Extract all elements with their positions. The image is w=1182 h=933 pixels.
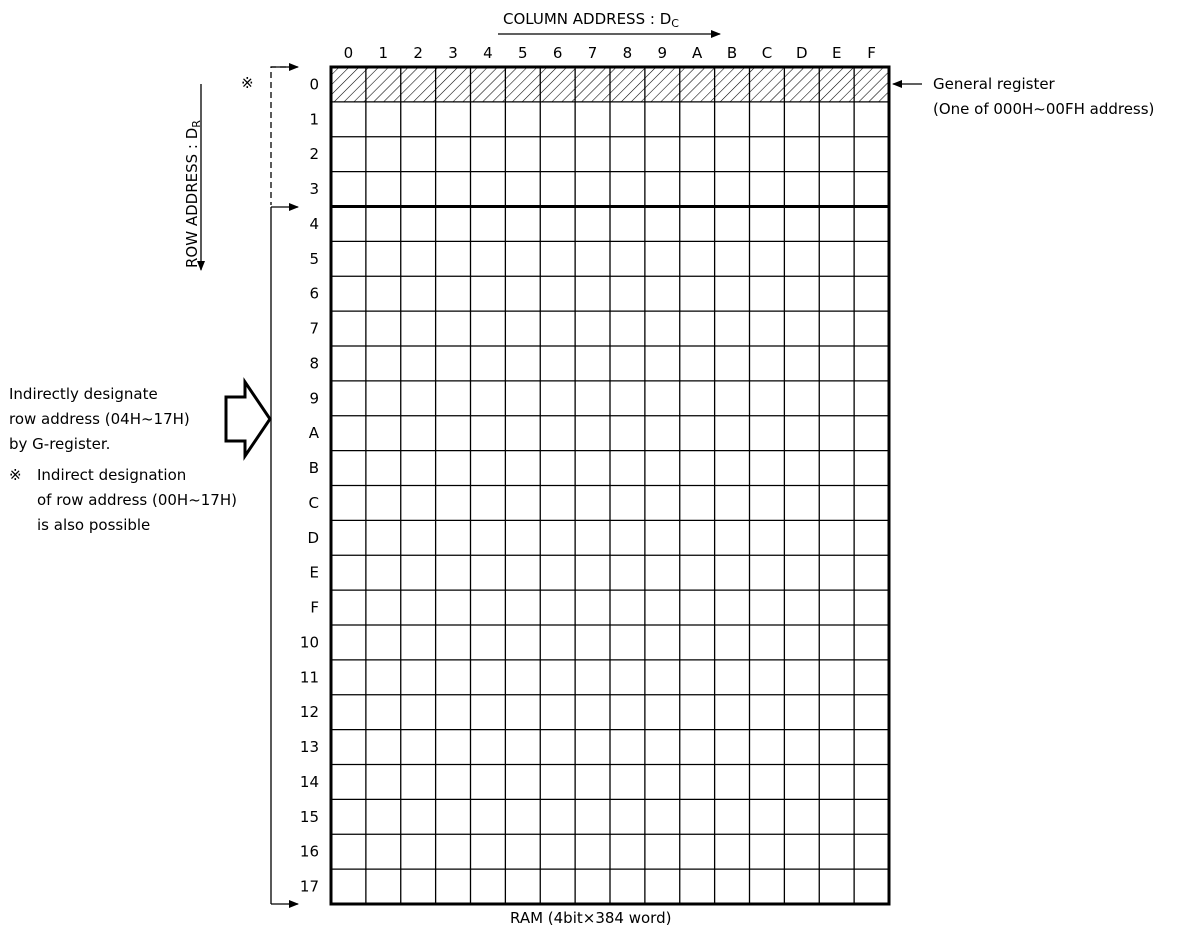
column-label: 5 bbox=[518, 44, 528, 62]
row-address-label: ROW ADDRESS : DR bbox=[183, 120, 203, 268]
row-label: 4 bbox=[309, 215, 319, 233]
row-label: B bbox=[309, 459, 319, 477]
indirect-note-marker: ※ bbox=[9, 466, 22, 484]
ram-grid bbox=[331, 67, 889, 904]
row-label: 8 bbox=[309, 354, 319, 372]
column-label: 8 bbox=[623, 44, 633, 62]
indirect-note-line2: row address (04H~17H) bbox=[9, 410, 190, 428]
column-label: D bbox=[796, 44, 808, 62]
row-label: 1 bbox=[309, 110, 319, 128]
column-label: 1 bbox=[379, 44, 389, 62]
row-label: 15 bbox=[300, 808, 319, 826]
row-label: 10 bbox=[300, 633, 319, 651]
rows-0-3-dashed-bracket bbox=[270, 66, 296, 205]
row-label: A bbox=[309, 424, 320, 442]
row-label: 16 bbox=[300, 843, 319, 861]
column-label: C bbox=[762, 44, 772, 62]
row-0-marker: ※ bbox=[241, 74, 254, 92]
general-register-title: General register bbox=[933, 75, 1055, 93]
row-label: F bbox=[310, 599, 319, 617]
row-label: 17 bbox=[300, 878, 319, 896]
row-label: 0 bbox=[309, 75, 319, 93]
column-label: 2 bbox=[413, 44, 423, 62]
ram-caption: RAM (4bit×384 word) bbox=[510, 909, 672, 927]
column-label: 3 bbox=[448, 44, 458, 62]
row-label: D bbox=[307, 529, 319, 547]
row-label: 7 bbox=[309, 320, 319, 338]
indirect-note-line4: Indirect designation bbox=[37, 466, 187, 484]
column-label: 4 bbox=[483, 44, 493, 62]
row-label: 5 bbox=[309, 250, 319, 268]
row-label: 9 bbox=[309, 389, 319, 407]
general-register-detail: (One of 000H~00FH address) bbox=[933, 100, 1155, 118]
indirect-note-line1: Indirectly designate bbox=[9, 385, 158, 403]
indirect-designation-arrow bbox=[224, 377, 272, 461]
indirect-note-line6: is also possible bbox=[37, 516, 151, 534]
row-label: 11 bbox=[300, 668, 319, 686]
row-label: 12 bbox=[300, 703, 319, 721]
row-label: 13 bbox=[300, 738, 319, 756]
indirect-note-line3: by G-register. bbox=[9, 435, 111, 453]
row-label: 3 bbox=[309, 180, 319, 198]
ram-outer-border bbox=[329, 65, 891, 906]
column-label: A bbox=[692, 44, 703, 62]
column-label: B bbox=[727, 44, 737, 62]
row-label: 14 bbox=[300, 773, 319, 791]
column-label: 6 bbox=[553, 44, 563, 62]
column-label: 0 bbox=[344, 44, 354, 62]
row-label: E bbox=[310, 564, 319, 582]
row-label: 6 bbox=[309, 285, 319, 303]
column-label: 9 bbox=[658, 44, 668, 62]
column-label: 7 bbox=[588, 44, 598, 62]
row-label: 2 bbox=[309, 145, 319, 163]
column-label: F bbox=[867, 44, 876, 62]
column-label: E bbox=[832, 44, 841, 62]
column-labels: 0 1 2 3 4 5 6 7 8 9 A B C D E F bbox=[344, 44, 876, 62]
column-address-label: COLUMN ADDRESS : DC bbox=[503, 10, 679, 30]
indirect-note-line5: of row address (00H~17H) bbox=[37, 491, 237, 509]
row-label: C bbox=[309, 494, 319, 512]
